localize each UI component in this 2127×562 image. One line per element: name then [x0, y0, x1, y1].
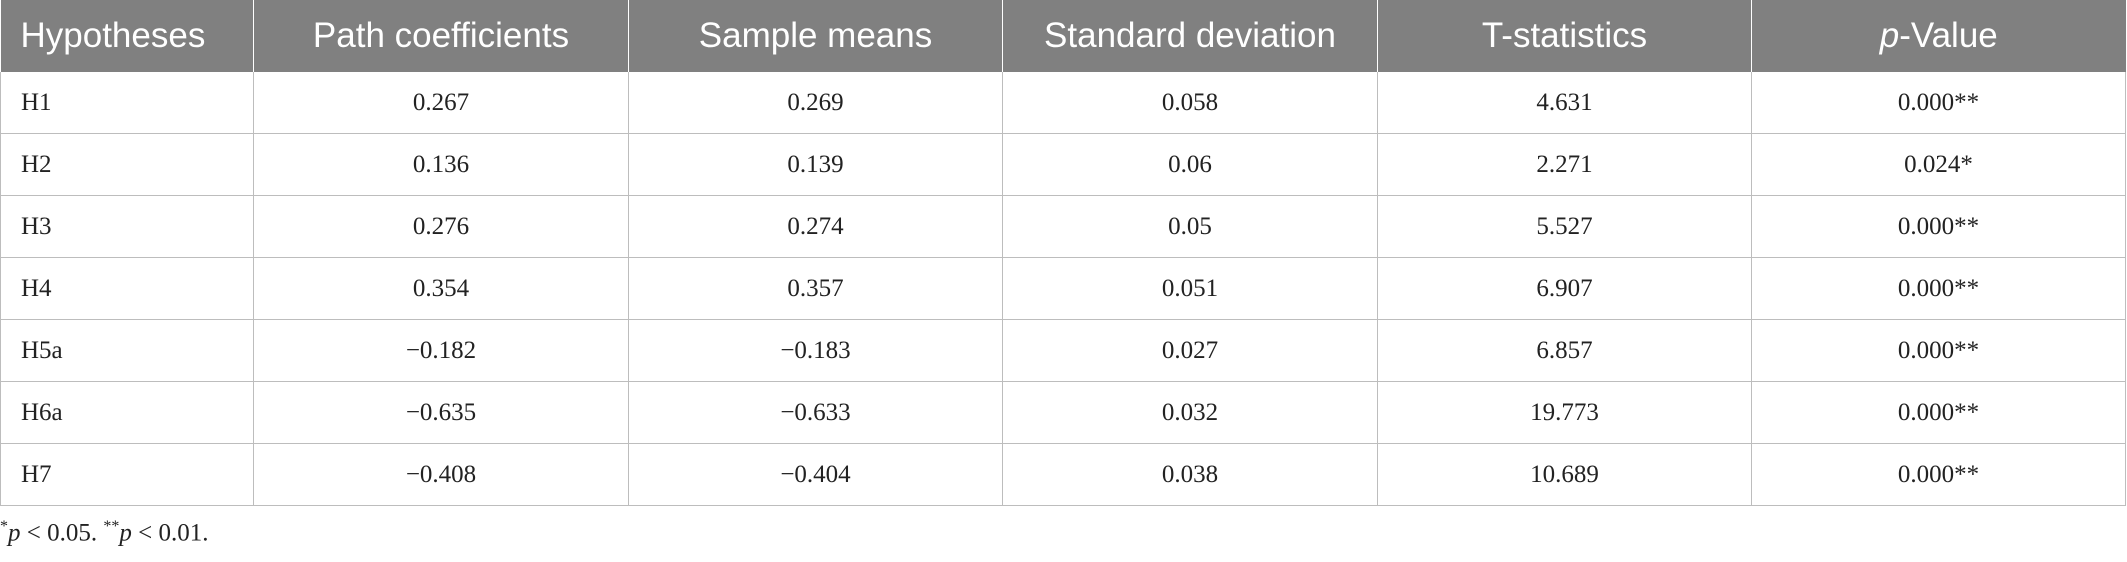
cell-path: −0.408	[253, 443, 629, 506]
cell-mean: 0.269	[628, 72, 1003, 134]
cell-t: 10.689	[1377, 443, 1752, 506]
table-footnote: *p < 0.05. **p < 0.01.	[0, 518, 208, 547]
cell-p: 0.000**	[1751, 257, 2126, 320]
cell-path: 0.267	[253, 72, 629, 134]
header-path-coefficients: Path coefficients	[253, 0, 629, 72]
header-t-statistics: T-statistics	[1377, 0, 1752, 72]
footnote-p1: p	[8, 519, 21, 547]
footnote-p2: p	[119, 519, 132, 547]
header-p-rest: -Value	[1899, 16, 1998, 55]
header-standard-deviation: Standard deviation	[1002, 0, 1378, 72]
cell-p: 0.000**	[1751, 72, 2126, 134]
cell-p: 0.000**	[1751, 195, 2126, 258]
cell-t: 2.271	[1377, 133, 1752, 196]
cell-hypothesis: H1	[0, 72, 254, 134]
cell-p: 0.024*	[1751, 133, 2126, 196]
table-row: H7 −0.408 −0.404 0.038 10.689 0.000**	[0, 443, 2126, 506]
header-p-value: p-Value	[1751, 0, 2126, 72]
cell-hypothesis: H2	[0, 133, 254, 196]
table-row: H1 0.267 0.269 0.058 4.631 0.000**	[0, 72, 2126, 134]
cell-p: 0.000**	[1751, 381, 2126, 444]
footnote-text1: < 0.05.	[20, 519, 104, 547]
cell-sd: 0.058	[1002, 72, 1378, 134]
cell-sd: 0.032	[1002, 381, 1378, 444]
results-table: Hypotheses Path coefficients Sample mean…	[0, 0, 2126, 506]
cell-hypothesis: H7	[0, 443, 254, 506]
header-sample-means: Sample means	[628, 0, 1003, 72]
table-row: H2 0.136 0.139 0.06 2.271 0.024*	[0, 133, 2126, 196]
table-row: H6a −0.635 −0.633 0.032 19.773 0.000**	[0, 381, 2126, 444]
table-row: H5a −0.182 −0.183 0.027 6.857 0.000**	[0, 319, 2126, 382]
cell-mean: 0.139	[628, 133, 1003, 196]
cell-path: −0.635	[253, 381, 629, 444]
cell-path: 0.276	[253, 195, 629, 258]
cell-mean: −0.404	[628, 443, 1003, 506]
cell-p: 0.000**	[1751, 319, 2126, 382]
cell-hypothesis: H6a	[0, 381, 254, 444]
cell-mean: 0.274	[628, 195, 1003, 258]
cell-path: −0.182	[253, 319, 629, 382]
cell-path: 0.354	[253, 257, 629, 320]
cell-sd: 0.06	[1002, 133, 1378, 196]
header-row: Hypotheses Path coefficients Sample mean…	[0, 0, 2126, 72]
cell-mean: −0.633	[628, 381, 1003, 444]
cell-sd: 0.05	[1002, 195, 1378, 258]
cell-t: 19.773	[1377, 381, 1752, 444]
cell-mean: −0.183	[628, 319, 1003, 382]
header-p-italic: p	[1879, 16, 1900, 55]
cell-t: 5.527	[1377, 195, 1752, 258]
footnote-text2: < 0.01.	[131, 519, 209, 547]
cell-sd: 0.038	[1002, 443, 1378, 506]
cell-p: 0.000**	[1751, 443, 2126, 506]
table-row: H4 0.354 0.357 0.051 6.907 0.000**	[0, 257, 2126, 320]
cell-path: 0.136	[253, 133, 629, 196]
table-row: H3 0.276 0.274 0.05 5.527 0.000**	[0, 195, 2126, 258]
header-hypotheses: Hypotheses	[0, 0, 254, 72]
footnote-mark-single: *	[0, 518, 8, 535]
cell-hypothesis: H3	[0, 195, 254, 258]
cell-t: 4.631	[1377, 72, 1752, 134]
footnote-mark-double: **	[103, 518, 120, 535]
cell-t: 6.907	[1377, 257, 1752, 320]
cell-sd: 0.027	[1002, 319, 1378, 382]
cell-t: 6.857	[1377, 319, 1752, 382]
cell-hypothesis: H5a	[0, 319, 254, 382]
cell-mean: 0.357	[628, 257, 1003, 320]
cell-sd: 0.051	[1002, 257, 1378, 320]
cell-hypothesis: H4	[0, 257, 254, 320]
